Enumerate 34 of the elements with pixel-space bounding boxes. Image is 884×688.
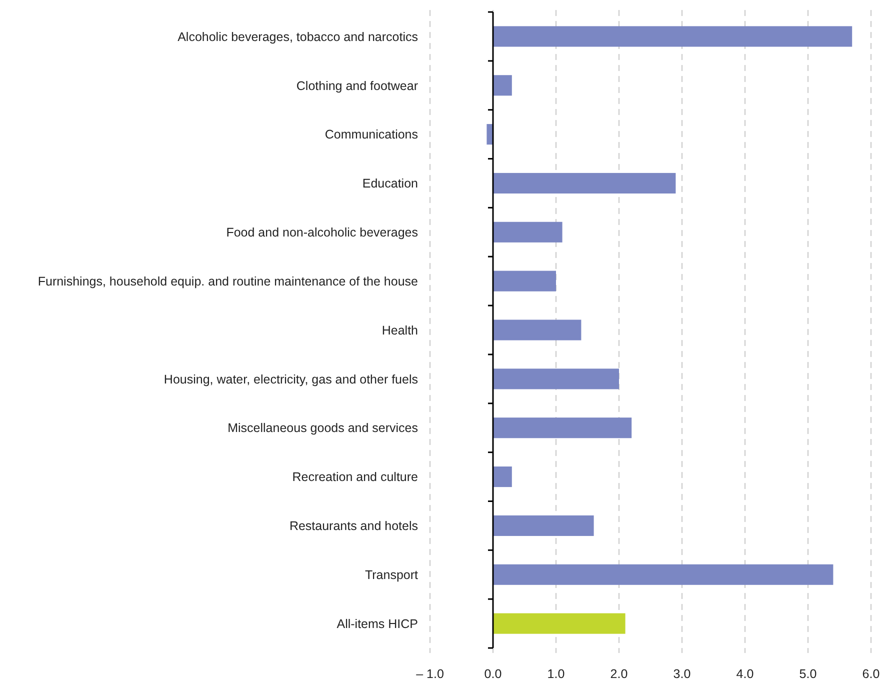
bar bbox=[486, 124, 493, 145]
y-tick-label: Education bbox=[362, 176, 418, 191]
x-tick-label: – 1.0 bbox=[416, 667, 444, 681]
y-tick-label: All-items HICP bbox=[336, 616, 418, 631]
bar bbox=[493, 418, 632, 438]
x-tick-label: 4.0 bbox=[736, 667, 754, 681]
bar bbox=[493, 75, 512, 96]
y-tick-label: Clothing and footwear bbox=[296, 78, 418, 93]
y-tick-label: Transport bbox=[364, 568, 419, 582]
y-tick-label: Restaurants and hotels bbox=[289, 519, 418, 534]
bar bbox=[493, 564, 834, 585]
bar bbox=[493, 270, 556, 292]
x-tick-label: 0.0 bbox=[484, 667, 502, 681]
bar bbox=[493, 222, 562, 242]
y-tick-label: Communications bbox=[324, 128, 418, 142]
y-tick-label: Health bbox=[382, 323, 418, 338]
x-tick-label: 2.0 bbox=[610, 667, 628, 681]
bar bbox=[493, 26, 852, 47]
x-tick-label: 6.0 bbox=[862, 667, 880, 681]
bar bbox=[493, 320, 582, 340]
y-tick-label: Food and non-alcoholic beverages bbox=[226, 226, 418, 240]
bar bbox=[493, 172, 676, 194]
y-tick-label: Miscellaneous goods and services bbox=[228, 421, 418, 436]
y-tick-label: Alcoholic beverages, tobacco and narcotics bbox=[178, 30, 418, 44]
bar bbox=[493, 515, 594, 536]
bar bbox=[493, 368, 619, 390]
y-tick-label: Recreation and culture bbox=[292, 470, 418, 484]
y-tick-label: Furnishings, household equip. and routine maintenance of the house bbox=[38, 274, 418, 288]
x-tick-label: 3.0 bbox=[673, 667, 691, 681]
y-tick-label: Housing, water, electricity, gas and other fuels bbox=[164, 372, 418, 386]
x-tick-label: 5.0 bbox=[799, 667, 817, 681]
bar bbox=[493, 466, 512, 488]
x-tick-label: 1.0 bbox=[547, 667, 565, 681]
bar bbox=[493, 613, 626, 634]
